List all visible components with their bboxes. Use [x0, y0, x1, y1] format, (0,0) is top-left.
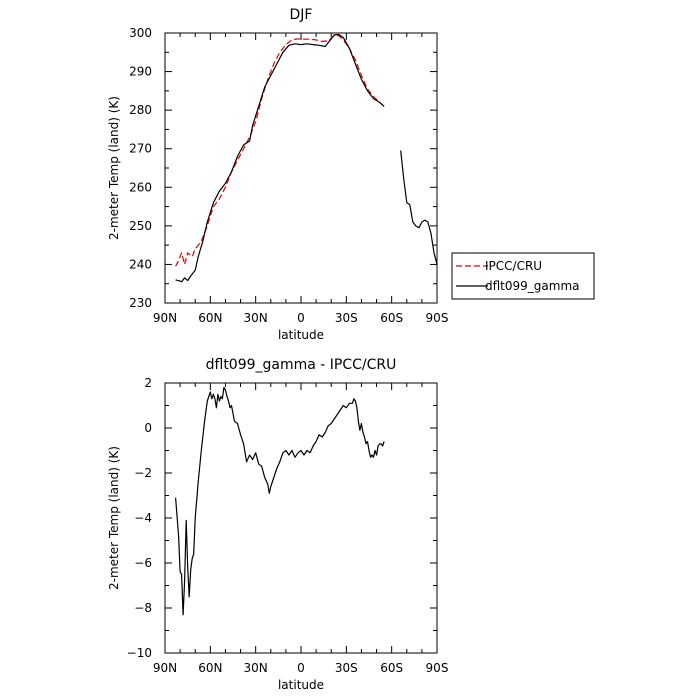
y-tick-label: 2 [144, 376, 152, 390]
x-tick-label: 90S [426, 661, 449, 675]
y-tick-label: 0 [144, 421, 152, 435]
series-line-2-segment-1 [175, 33, 385, 283]
y-tick-label: 240 [129, 257, 152, 271]
y-axis-label: 2-meter Temp (land) (K) [107, 446, 121, 590]
x-tick-label: 60S [380, 311, 403, 325]
y-tick-label: 300 [129, 26, 152, 40]
x-tick-label: 30N [244, 661, 268, 675]
x-tick-label: 60N [198, 661, 222, 675]
series-line-1-segment-1 [175, 386, 385, 616]
legend-box [451, 252, 595, 300]
x-tick-label: 60S [380, 661, 403, 675]
x-tick-label: 30N [244, 311, 268, 325]
y-tick-label: 230 [129, 296, 152, 310]
x-tick-label: 30S [335, 661, 358, 675]
x-axis-label: latitude [278, 678, 324, 692]
x-tick-label: 60N [198, 311, 222, 325]
y-tick-label: −6 [134, 556, 152, 570]
x-tick-label: 30S [335, 311, 358, 325]
y-tick-label: 270 [129, 142, 152, 156]
x-tick-label: 90N [153, 661, 177, 675]
y-tick-label: −4 [134, 511, 152, 525]
y-tick-label: 250 [129, 219, 152, 233]
y-tick-label: 290 [129, 65, 152, 79]
plot-frame [164, 382, 438, 654]
x-tick-label: 0 [297, 311, 305, 325]
series-line-2-segment-2 [400, 150, 438, 265]
series-line-1-segment-1 [175, 35, 385, 267]
y-tick-label: 260 [129, 180, 152, 194]
legend-label-2: dflt099_gamma [485, 279, 580, 293]
y-tick-label: −10 [127, 646, 152, 660]
x-tick-label: 90N [153, 311, 177, 325]
panel-2: dflt099_gamma - IPCC/CRU 90N 60N 30N 0 30S 60S… [107, 357, 448, 692]
x-tick-label: 90S [426, 311, 449, 325]
y-tick-label: 280 [129, 103, 152, 117]
y-axis-label: 2-meter Temp (land) (K) [107, 96, 121, 240]
chart-title: dflt099_gamma - IPCC/CRU [206, 357, 397, 373]
chart-title: DJF [290, 7, 313, 23]
legend: IPCC/CRU dflt099_gamma [451, 252, 595, 300]
panel-1: DJF 90N 60N 30N 0 30S 60S 90S 230 240 250 260 270 280… [107, 7, 595, 342]
x-tick-label: 0 [297, 661, 305, 675]
plot-frame [164, 32, 438, 304]
x-axis-label: latitude [278, 328, 324, 342]
y-tick-label: −2 [134, 466, 152, 480]
legend-label-1: IPCC/CRU [485, 259, 542, 273]
y-tick-label: −8 [134, 601, 152, 615]
